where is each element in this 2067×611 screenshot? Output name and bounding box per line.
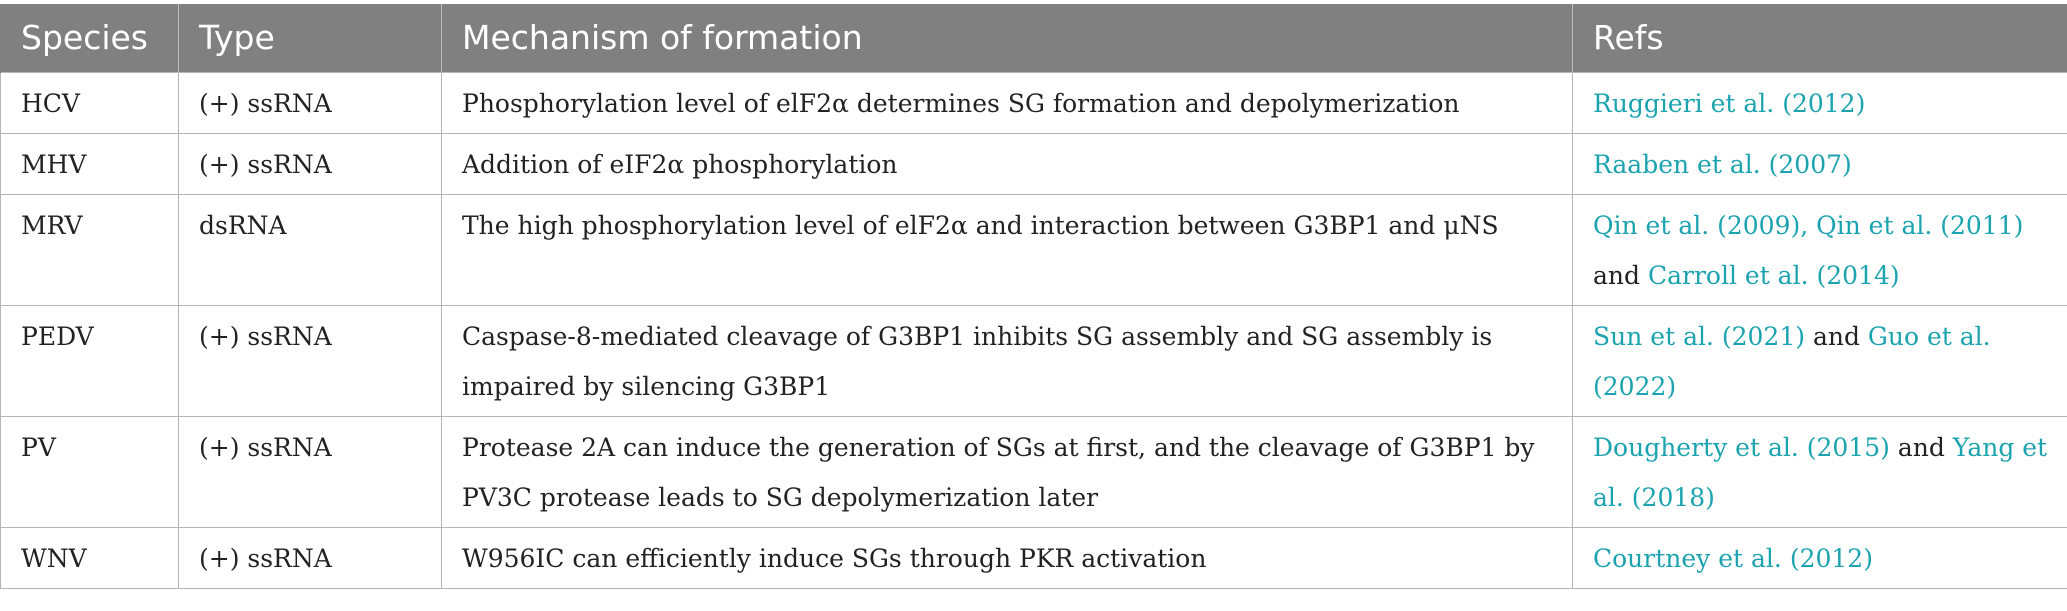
reference-conjunction: and [1593,260,1648,290]
refs-cell: Raaben et al. (2007) [1572,132,2067,195]
reference-conjunction: and [1889,432,1953,462]
table-row: HCV (+) ssRNA Phosphorylation level of e… [0,71,2067,134]
type-cell: (+) ssRNA [178,526,442,589]
virus-stress-granule-table: Species Type Mechanism of formation Refs… [0,4,2067,589]
species-cell: PV [0,415,179,528]
reference-link[interactable]: Yang et al. (2018) [1593,432,2048,512]
table-row: PEDV (+) ssRNA Caspase-8-mediated cleava… [0,304,2067,417]
reference-conjunction: and [1805,321,1868,351]
reference-link[interactable]: Ruggieri et al. (2012) [1593,88,1866,118]
table-header-row: Species Type Mechanism of formation Refs [0,4,2067,72]
header-species: Species [0,4,179,72]
reference-link[interactable]: Qin et al. (2009), Qin et al. (2011) [1593,210,2024,240]
reference-link[interactable]: Dougherty et al. (2015) [1593,432,1890,462]
refs-cell: Courtney et al. (2012) [1572,526,2067,589]
reference-link[interactable]: Courtney et al. (2012) [1593,543,1873,573]
header-refs: Refs [1572,4,2067,72]
type-cell: dsRNA [178,193,442,306]
refs-cell: Qin et al. (2009), Qin et al. (2011) and… [1572,193,2067,306]
reference-link[interactable]: Raaben et al. (2007) [1593,149,1852,179]
type-cell: (+) ssRNA [178,132,442,195]
mechanism-cell: Caspase-8-mediated cleavage of G3BP1 inh… [441,304,1573,417]
reference-link[interactable]: Guo et al. (2022) [1593,321,1991,401]
reference-link[interactable]: Carroll et al. (2014) [1647,260,1900,290]
species-cell: MRV [0,193,179,306]
type-cell: (+) ssRNA [178,71,442,134]
mechanism-cell: The high phosphorylation level of elF2α … [441,193,1573,306]
mechanism-cell: W956IC can efficiently induce SGs throug… [441,526,1573,589]
mechanism-cell: Phosphorylation level of elF2α determine… [441,71,1573,134]
refs-cell: Ruggieri et al. (2012) [1572,71,2067,134]
table-row: WNV (+) ssRNA W956IC can efficiently ind… [0,526,2067,589]
table-row: MHV (+) ssRNA Addition of eIF2α phosphor… [0,132,2067,195]
mechanism-cell: Protease 2A can induce the generation of… [441,415,1573,528]
table-row: PV (+) ssRNA Protease 2A can induce the … [0,415,2067,528]
header-type: Type [178,4,442,72]
species-cell: MHV [0,132,179,195]
refs-cell: Sun et al. (2021) and Guo et al. (2022) [1572,304,2067,417]
refs-cell: Dougherty et al. (2015) and Yang et al. … [1572,415,2067,528]
type-cell: (+) ssRNA [178,304,442,417]
species-cell: PEDV [0,304,179,417]
type-cell: (+) ssRNA [178,415,442,528]
species-cell: HCV [0,71,179,134]
header-mechanism: Mechanism of formation [441,4,1573,72]
mechanism-cell: Addition of eIF2α phosphorylation [441,132,1573,195]
reference-link[interactable]: Sun et al. (2021) [1593,321,1805,351]
species-cell: WNV [0,526,179,589]
table-row: MRV dsRNA The high phosphorylation level… [0,193,2067,306]
